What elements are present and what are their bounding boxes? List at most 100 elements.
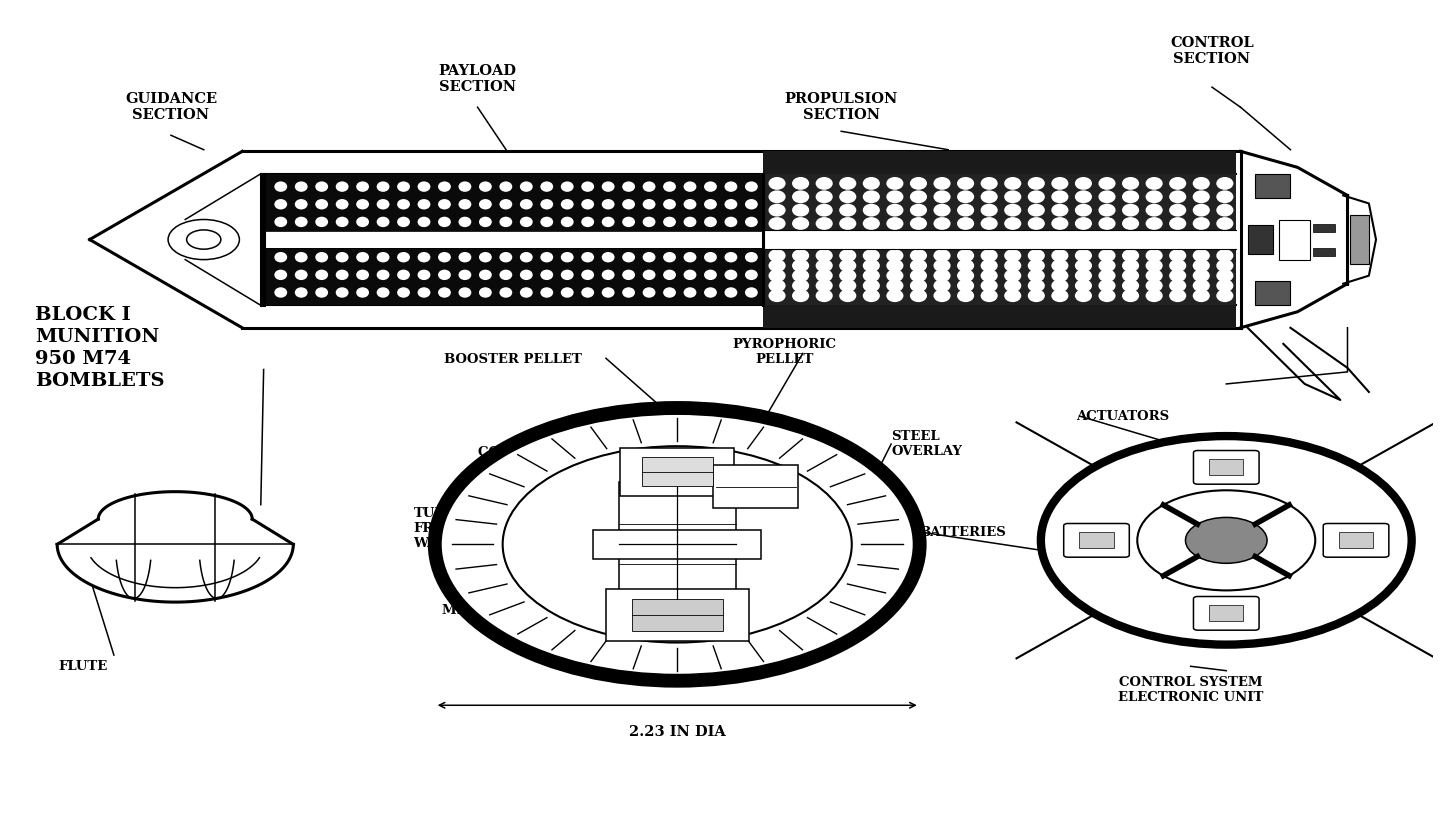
Bar bbox=[763, 174, 1237, 230]
Ellipse shape bbox=[1217, 217, 1234, 230]
Ellipse shape bbox=[1146, 269, 1162, 282]
Ellipse shape bbox=[863, 290, 880, 302]
Ellipse shape bbox=[315, 287, 328, 298]
Ellipse shape bbox=[910, 190, 927, 203]
Ellipse shape bbox=[1051, 204, 1068, 216]
Circle shape bbox=[435, 408, 920, 681]
Ellipse shape bbox=[958, 217, 973, 230]
Ellipse shape bbox=[582, 269, 595, 280]
Ellipse shape bbox=[792, 259, 809, 272]
Ellipse shape bbox=[684, 287, 697, 298]
Ellipse shape bbox=[958, 290, 973, 302]
Ellipse shape bbox=[602, 199, 615, 210]
Ellipse shape bbox=[815, 279, 832, 292]
Ellipse shape bbox=[336, 199, 348, 210]
Ellipse shape bbox=[1122, 217, 1139, 230]
Ellipse shape bbox=[1028, 249, 1045, 262]
Ellipse shape bbox=[1146, 290, 1162, 302]
Ellipse shape bbox=[275, 269, 287, 280]
Circle shape bbox=[1138, 490, 1315, 591]
Text: COMP B: COMP B bbox=[478, 446, 540, 459]
Ellipse shape bbox=[1028, 269, 1045, 282]
Ellipse shape bbox=[933, 269, 950, 282]
Ellipse shape bbox=[684, 217, 697, 227]
Ellipse shape bbox=[500, 199, 513, 210]
FancyBboxPatch shape bbox=[621, 448, 734, 496]
Ellipse shape bbox=[377, 287, 389, 298]
Ellipse shape bbox=[1099, 217, 1116, 230]
Ellipse shape bbox=[1192, 259, 1210, 272]
Ellipse shape bbox=[500, 217, 513, 227]
Bar bbox=[1279, 220, 1310, 259]
Ellipse shape bbox=[336, 287, 348, 298]
Ellipse shape bbox=[1169, 217, 1187, 230]
Ellipse shape bbox=[910, 259, 927, 272]
Ellipse shape bbox=[1169, 177, 1187, 190]
Ellipse shape bbox=[887, 259, 903, 272]
Ellipse shape bbox=[1004, 279, 1021, 292]
Ellipse shape bbox=[1146, 279, 1162, 292]
Bar bbox=[1313, 224, 1335, 232]
Ellipse shape bbox=[642, 252, 655, 263]
Text: ACTUATORS: ACTUATORS bbox=[1077, 410, 1169, 423]
Ellipse shape bbox=[602, 217, 615, 227]
Ellipse shape bbox=[458, 217, 471, 227]
Ellipse shape bbox=[1169, 190, 1187, 203]
Ellipse shape bbox=[981, 177, 998, 190]
Ellipse shape bbox=[356, 287, 369, 298]
Text: BOOSTER PELLET: BOOSTER PELLET bbox=[445, 353, 582, 366]
Ellipse shape bbox=[438, 287, 451, 298]
Ellipse shape bbox=[815, 204, 832, 216]
Ellipse shape bbox=[315, 217, 328, 227]
Ellipse shape bbox=[520, 199, 533, 210]
Ellipse shape bbox=[622, 287, 635, 298]
Ellipse shape bbox=[769, 204, 786, 216]
Ellipse shape bbox=[1169, 269, 1187, 282]
Ellipse shape bbox=[1192, 177, 1210, 190]
Ellipse shape bbox=[315, 252, 328, 263]
Ellipse shape bbox=[769, 177, 786, 190]
Ellipse shape bbox=[1051, 217, 1068, 230]
Ellipse shape bbox=[560, 181, 573, 192]
Ellipse shape bbox=[1217, 177, 1234, 190]
Ellipse shape bbox=[684, 252, 697, 263]
Ellipse shape bbox=[275, 252, 287, 263]
Bar bbox=[619, 482, 736, 606]
Ellipse shape bbox=[1217, 249, 1234, 262]
Text: M219A2 FUZE: M219A2 FUZE bbox=[442, 604, 549, 617]
Ellipse shape bbox=[1051, 290, 1068, 302]
Ellipse shape bbox=[662, 181, 675, 192]
Text: STEEL
OVERLAY: STEEL OVERLAY bbox=[891, 430, 962, 458]
Ellipse shape bbox=[704, 252, 717, 263]
Ellipse shape bbox=[1122, 190, 1139, 203]
Ellipse shape bbox=[582, 287, 595, 298]
Ellipse shape bbox=[1074, 204, 1092, 216]
Ellipse shape bbox=[910, 249, 927, 262]
Ellipse shape bbox=[863, 249, 880, 262]
Ellipse shape bbox=[1122, 177, 1139, 190]
Ellipse shape bbox=[1217, 279, 1234, 292]
Ellipse shape bbox=[1051, 279, 1068, 292]
Ellipse shape bbox=[315, 181, 328, 192]
Ellipse shape bbox=[933, 204, 950, 216]
Bar bbox=[264, 174, 763, 305]
Ellipse shape bbox=[275, 217, 287, 227]
Ellipse shape bbox=[724, 199, 737, 210]
Ellipse shape bbox=[769, 290, 786, 302]
Ellipse shape bbox=[1217, 259, 1234, 272]
Ellipse shape bbox=[582, 199, 595, 210]
Bar bbox=[632, 599, 723, 631]
Ellipse shape bbox=[1099, 204, 1116, 216]
Ellipse shape bbox=[500, 287, 513, 298]
Ellipse shape bbox=[560, 287, 573, 298]
Ellipse shape bbox=[336, 217, 348, 227]
Ellipse shape bbox=[458, 287, 471, 298]
Ellipse shape bbox=[520, 252, 533, 263]
Ellipse shape bbox=[815, 217, 832, 230]
Ellipse shape bbox=[792, 269, 809, 282]
Ellipse shape bbox=[356, 199, 369, 210]
Ellipse shape bbox=[540, 217, 553, 227]
Ellipse shape bbox=[863, 217, 880, 230]
Ellipse shape bbox=[840, 190, 857, 203]
Ellipse shape bbox=[1169, 204, 1187, 216]
